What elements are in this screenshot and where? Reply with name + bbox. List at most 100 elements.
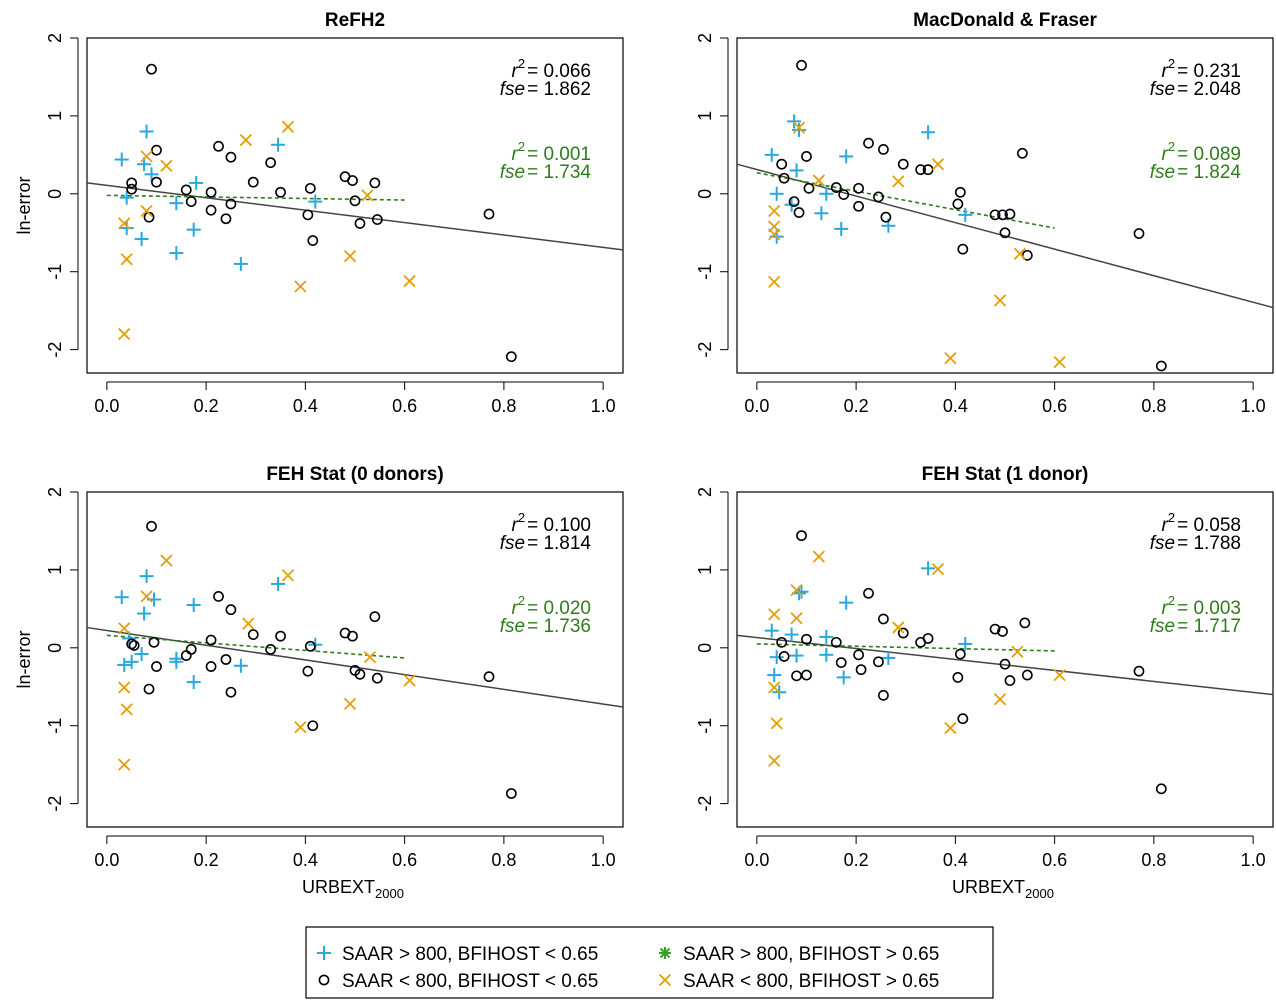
- stat-r2-subset-symbol: r: [512, 144, 519, 165]
- data-point-b: [812, 174, 826, 187]
- data-point-b: [768, 608, 781, 621]
- stat-r2-all: r2 = 0.100: [512, 510, 591, 536]
- stat-fse-subset-value: = 1.717: [1177, 616, 1241, 637]
- data-point: [139, 569, 154, 584]
- data-point: [801, 151, 812, 162]
- data-point: [271, 137, 286, 152]
- y-tick-label: -1: [695, 718, 715, 734]
- legend-item-circle: SAAR < 800, BFIHOST < 0.65: [318, 971, 598, 992]
- stat-r2-subset-symbol: r: [512, 598, 519, 619]
- data-point-b: [118, 217, 131, 230]
- data-point-b: [768, 754, 781, 767]
- data-point: [233, 256, 248, 271]
- data-point: [186, 597, 201, 612]
- fit-line-all: [736, 163, 1274, 309]
- data-point: [952, 198, 964, 210]
- data-point: [954, 648, 966, 660]
- data-point: [819, 186, 834, 201]
- legend-marker: [318, 974, 330, 986]
- chart-title: FEH Stat (1 donor): [922, 464, 1089, 485]
- data-point: [308, 194, 323, 209]
- data-point: [343, 697, 357, 711]
- y-tick-label: 2: [695, 487, 715, 497]
- data-point: [999, 227, 1011, 239]
- stat-r2-subset-superscript: 2: [518, 139, 525, 154]
- data-point: [126, 183, 138, 195]
- data-point: [233, 658, 248, 673]
- legend-marker-b: [659, 947, 671, 959]
- x-tick-label: 0.0: [94, 850, 119, 870]
- data-point: [225, 604, 237, 616]
- data-point: [769, 186, 784, 201]
- data-point: [189, 175, 204, 190]
- data-point: [205, 204, 217, 216]
- data-point-b: [118, 327, 131, 341]
- data-point: [220, 213, 232, 225]
- data-point: [247, 176, 259, 188]
- stat-fse-subset: fse = 1.734: [500, 162, 592, 183]
- data-point: [294, 721, 307, 734]
- data-point-b: [892, 175, 905, 188]
- y-tick-label: 1: [45, 111, 65, 121]
- data-point-b: [944, 721, 957, 735]
- data-point: [118, 217, 131, 230]
- data-point-b: [790, 612, 803, 625]
- data-point: [275, 186, 286, 198]
- data-point: [878, 144, 889, 155]
- data-point: [863, 587, 874, 599]
- data-point-b: [239, 133, 252, 147]
- chart-title: FEH Stat (0 donors): [266, 464, 443, 485]
- data-point: [768, 754, 781, 767]
- data-point: [835, 657, 847, 669]
- data-point: [989, 623, 1001, 635]
- data-point: [354, 668, 366, 680]
- x-tick-label: 0.4: [943, 396, 968, 416]
- stat-fse-subset: fse = 1.717: [1150, 616, 1241, 637]
- data-point-b: [140, 590, 153, 603]
- data-point: [997, 626, 1008, 637]
- data-point: [794, 584, 809, 599]
- data-point: [853, 200, 864, 212]
- data-point: [180, 184, 192, 196]
- data-point-b: [281, 569, 295, 582]
- data-point: [836, 670, 851, 685]
- data-point: [169, 654, 184, 669]
- x-tick-label: 0.6: [392, 396, 417, 416]
- data-point: [897, 158, 909, 170]
- data-point: [124, 654, 139, 669]
- stat-r2-subset-symbol: r: [1162, 144, 1169, 165]
- data-point: [770, 717, 783, 730]
- data-point: [793, 207, 805, 218]
- x-tick-label: 0.4: [943, 850, 968, 870]
- data-point: [819, 647, 834, 662]
- stat-r2-subset-symbol: r: [1162, 598, 1169, 619]
- x-tick-label: 1.0: [591, 396, 616, 416]
- panel-3: FEH Stat (0 donors) 0.0 0.2 0.4 0.6 0.8 1.0 -2 -…: [14, 464, 624, 901]
- data-point: [873, 656, 884, 668]
- x-tick-label: 0.0: [744, 396, 769, 416]
- data-point: [997, 209, 1008, 221]
- x-tick-label: 0.0: [744, 850, 769, 870]
- stat-r2-all-symbol: r: [1162, 515, 1169, 536]
- fit-line-subset: [756, 643, 1055, 652]
- data-point: [119, 190, 134, 205]
- plot-frame: [86, 491, 624, 828]
- data-point: [993, 693, 1007, 706]
- data-point: [1133, 665, 1145, 677]
- data-point: [265, 157, 277, 169]
- data-point: [307, 235, 319, 246]
- x-tick-label: 0.2: [844, 396, 869, 416]
- data-point-b: [120, 703, 133, 716]
- series-plus: [764, 561, 973, 700]
- series-circle: [776, 59, 1167, 372]
- data-point-b: [294, 721, 307, 734]
- y-tick-label: 0: [695, 643, 715, 653]
- stat-r2-all-symbol: r: [1162, 61, 1169, 82]
- stat-r2-subset: r2 = 0.001: [512, 139, 591, 165]
- stat-r2-subset-superscript: 2: [1168, 593, 1175, 608]
- data-point-b: [931, 158, 945, 171]
- data-point: [931, 158, 945, 171]
- data-point: [839, 149, 854, 164]
- legend-item-plus: SAAR > 800, BFIHOST < 0.65: [317, 944, 598, 965]
- data-point-b: [993, 294, 1007, 307]
